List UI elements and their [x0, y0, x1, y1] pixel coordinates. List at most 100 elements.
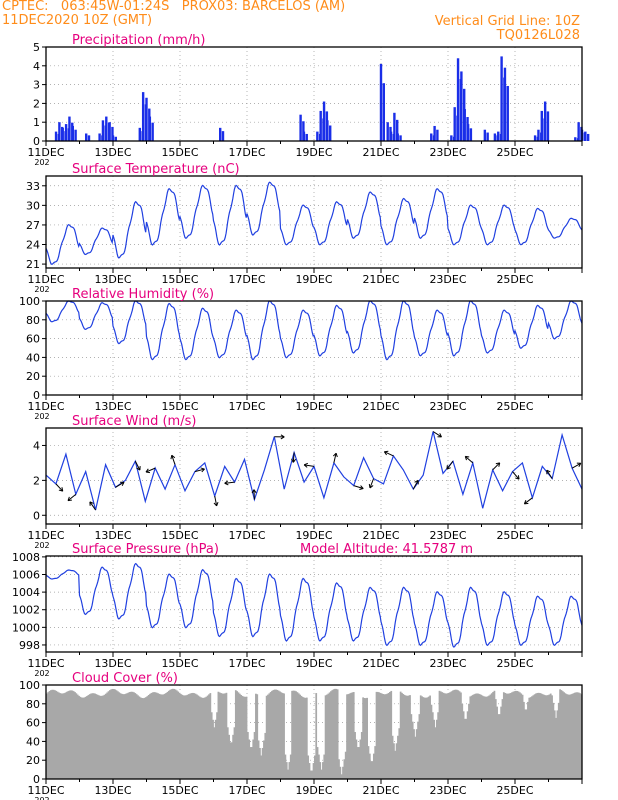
wind-arrow: [224, 481, 235, 484]
precip-bar: [221, 131, 225, 141]
cloud-bar: [476, 693, 478, 779]
wind-arrow-head: [515, 475, 520, 480]
cloud-bar: [419, 695, 422, 779]
cloud-bar: [383, 694, 386, 779]
precip-bar: [460, 71, 463, 141]
cloud-bar: [390, 690, 393, 779]
cloud-bar: [439, 691, 442, 779]
cloud-bar: [184, 695, 186, 779]
xtick-label: 17DEC: [228, 400, 265, 413]
cloud-bar: [441, 692, 444, 779]
xtick-label: 23DEC: [429, 784, 466, 797]
cloud-bar: [435, 719, 438, 779]
cloud-bar: [516, 690, 519, 779]
cloud-bar: [222, 693, 225, 779]
cloud-bar: [146, 696, 149, 779]
cloud-bar: [508, 693, 511, 779]
cloud-bar: [90, 693, 92, 779]
series-wind: [45, 431, 583, 511]
xtick-label: 11DEC: [27, 657, 64, 670]
cloud-bar: [62, 693, 64, 779]
cloud-bar: [497, 714, 500, 779]
cloud-bar: [213, 727, 216, 779]
ytick-label: 5: [33, 41, 40, 54]
cloud-bar: [189, 693, 192, 779]
series-precip: [54, 56, 590, 141]
cloud-bar: [482, 696, 485, 779]
year-label: 202: [34, 285, 49, 294]
wind-arrow: [432, 431, 442, 438]
temp-line: [45, 181, 583, 265]
xtick-label: 11DEC: [27, 273, 64, 286]
wind-arrow-head: [359, 485, 364, 490]
cloud-bar: [303, 697, 306, 779]
cloud-bar: [263, 740, 265, 779]
cloud-bar: [288, 762, 291, 779]
wind-arrow: [353, 485, 364, 490]
cloud-bar: [304, 697, 307, 779]
ytick-label: 80: [26, 314, 40, 327]
cloud-bar: [240, 694, 243, 779]
cloud-bar: [48, 691, 51, 779]
wind-arrow-head: [200, 467, 205, 473]
cloud-bar: [498, 714, 501, 779]
xtick-label: 23DEC: [429, 273, 466, 286]
cloud-bar: [259, 747, 261, 779]
cloud-bar: [399, 691, 402, 779]
cloud-bar: [414, 736, 417, 779]
cloud-bar: [196, 694, 198, 779]
cloud-bar: [531, 696, 533, 779]
cloud-bar: [54, 690, 56, 779]
cloud-bar: [376, 691, 379, 779]
cloud-bar: [438, 690, 441, 779]
cloud-bar: [579, 693, 582, 779]
xtick-label: 19DEC: [295, 784, 332, 797]
wind-arrow-head: [414, 479, 419, 485]
cloud-bar: [532, 695, 535, 779]
cloud-bar: [104, 693, 107, 779]
xtick-label: 17DEC: [228, 529, 265, 542]
cloud-bar: [394, 750, 397, 779]
cloud-bar: [265, 695, 268, 779]
wind-arrow-head: [332, 452, 338, 458]
cloud-bar: [92, 693, 95, 779]
wind-arrow: [412, 480, 419, 490]
cloud-bar: [517, 691, 520, 779]
wind-arrow-head: [495, 462, 501, 467]
xtick-label: 21DEC: [362, 273, 399, 286]
xtick-label: 13DEC: [94, 529, 131, 542]
precip-bar: [326, 120, 329, 141]
cloud-bar: [51, 689, 54, 779]
cloud-bar: [249, 747, 252, 779]
precip-bar: [111, 126, 114, 141]
wind-arrow: [446, 460, 454, 470]
cloud-bar: [470, 695, 473, 779]
cloud-bar: [122, 694, 125, 779]
cloud-bar: [218, 692, 221, 779]
cloud-bar: [301, 696, 304, 779]
cloud-bar: [351, 692, 354, 779]
precip-bar: [436, 129, 439, 141]
ytick-label: 24: [26, 239, 40, 252]
ytick-label: 20: [26, 370, 40, 383]
cloud-bar: [141, 698, 143, 779]
cloud-bar: [577, 692, 580, 779]
cloud-bar: [264, 732, 267, 779]
cloud-bar: [407, 695, 410, 779]
precip-bar: [450, 135, 453, 141]
cloud-bar: [434, 727, 437, 779]
cloud-bar: [343, 759, 346, 779]
cloud-bar: [154, 692, 157, 779]
wind-arrow: [384, 451, 394, 457]
wind-arrow: [194, 468, 205, 473]
cloud-bar: [456, 689, 458, 779]
xtick-label: 15DEC: [161, 400, 198, 413]
xtick-label: 23DEC: [429, 657, 466, 670]
cloud-bar: [177, 691, 180, 779]
ytick-label: 27: [26, 219, 40, 232]
cloud-bar: [427, 696, 430, 779]
cloud-bar: [557, 702, 560, 779]
cloud-bar: [64, 692, 67, 779]
cloud-bar: [489, 694, 492, 779]
cloud-bar: [315, 693, 318, 779]
